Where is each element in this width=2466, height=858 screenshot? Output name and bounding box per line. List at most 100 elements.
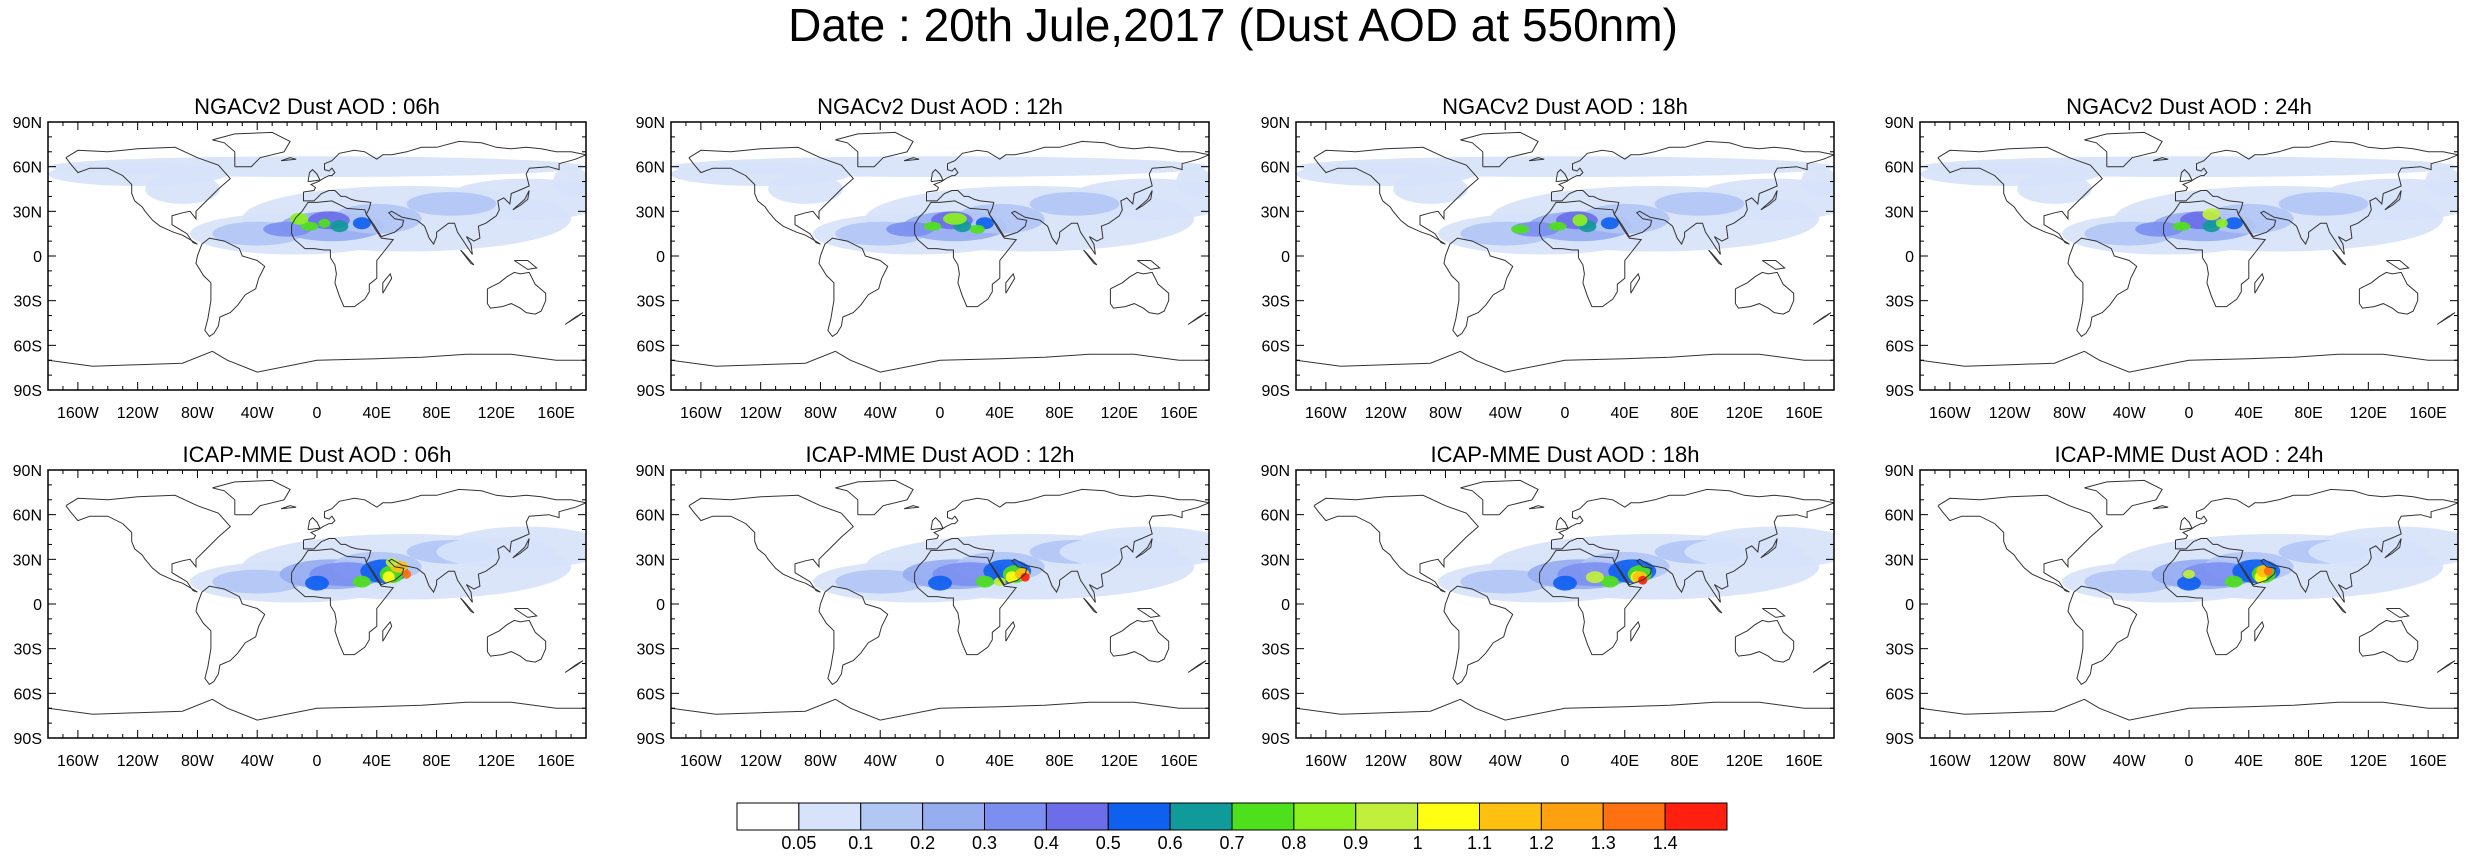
lat-tick-label: 0 <box>33 249 42 266</box>
coastline <box>2358 271 2419 315</box>
map-svg: NGACv2 Dust AOD : 12h 90N 60N 30N 0 30S 60S 90S… <box>636 94 1210 422</box>
colorbar-box <box>1602 802 1666 831</box>
minor-ticks <box>1295 469 1835 739</box>
aod-contour <box>2183 569 2195 579</box>
coastline <box>930 168 944 183</box>
lat-tick-label: 90S <box>637 383 665 400</box>
lon-tick-label: 120W <box>740 405 783 422</box>
coastlines <box>671 479 1209 721</box>
lat-tick-label: 60N <box>1261 508 1290 525</box>
coastline <box>2254 620 2265 642</box>
lon-tick-label: 40W <box>1489 753 1523 770</box>
aod-contour <box>886 221 935 237</box>
coastline <box>1005 620 1016 642</box>
lon-tick-label: 40W <box>1489 405 1523 422</box>
coastline <box>291 548 395 656</box>
aod-contour <box>1572 214 1588 227</box>
coastline <box>1443 585 1514 686</box>
aod-contour <box>300 221 319 231</box>
lon-tick-label: 120E <box>478 405 515 422</box>
colorbar-box <box>1540 802 1604 831</box>
lat-tick-label: 60S <box>1886 338 1914 355</box>
map-panel-3: NGACv2 Dust AOD : 18h 90N 60N 30N 0 30S 60S 90S… <box>1248 90 1868 440</box>
coastline <box>512 190 530 211</box>
coastline <box>280 157 297 162</box>
coastline <box>1920 350 2458 373</box>
aod-contour <box>1600 217 1619 230</box>
coastline <box>2332 249 2347 266</box>
coastline <box>926 140 1209 255</box>
coastlines <box>1296 479 1834 721</box>
lat-tick-label: 90N <box>1885 115 1914 132</box>
lat-tick-label: 90S <box>1886 731 1914 748</box>
coastline <box>65 146 232 245</box>
lat-tick-label: 30N <box>636 552 665 569</box>
map-panel-8: ICAP-MME Dust AOD : 24h 90N 60N 30N 0 30S 60S 9… <box>1872 438 2466 788</box>
minor-ticks <box>1919 121 2459 391</box>
lon-tick-label: 80E <box>2294 753 2322 770</box>
lon-tick-label: 160E <box>2409 405 2446 422</box>
lat-tick-label: 60S <box>14 686 42 703</box>
coastline <box>1630 272 1641 294</box>
lat-tick-label: 30N <box>13 552 42 569</box>
map-frame <box>1919 469 2459 739</box>
lat-tick-label: 30S <box>1886 642 1914 659</box>
aod-contour <box>2278 191 2369 216</box>
colorbar-box <box>922 802 985 831</box>
coastline <box>1630 620 1641 642</box>
lat-tick-label: 90S <box>1886 383 1914 400</box>
coastline <box>291 200 395 308</box>
coastline <box>280 505 297 510</box>
colorbar-label: 1.1 <box>1467 833 1492 853</box>
coastline <box>1734 619 1795 663</box>
minor-ticks <box>47 469 587 739</box>
lon-tick-label: 80W <box>1429 753 1463 770</box>
aod-contour <box>2224 217 2243 230</box>
lat-tick-label: 30N <box>13 204 42 221</box>
coastline <box>65 494 232 593</box>
aod-contour <box>1920 156 2458 178</box>
map-svg: NGACv2 Dust AOD : 06h 90N 60N 30N 0 30S 60S 90S… <box>13 94 587 422</box>
panel-title: NGACv2 Dust AOD : 24h <box>2066 94 2312 119</box>
aod-field <box>1920 156 2458 255</box>
lon-tick-label: 0 <box>936 405 945 422</box>
lon-tick-label: 80W <box>181 405 215 422</box>
aod-contour <box>318 218 331 228</box>
coastline <box>1135 190 1153 211</box>
lon-tick-label: 80W <box>2053 753 2087 770</box>
coastline <box>671 350 1209 373</box>
aod-contour <box>2177 575 2201 591</box>
lat-tick-label: 90N <box>1261 115 1290 132</box>
lat-tick-label: 60N <box>13 160 42 177</box>
lon-tick-label: 0 <box>2185 753 2194 770</box>
lon-tick-label: 80W <box>181 753 215 770</box>
aod-contour <box>2017 174 2092 204</box>
coastline <box>307 516 321 531</box>
lat-tick-label: 30S <box>14 294 42 311</box>
aod-contour <box>2308 537 2429 567</box>
coastline <box>564 660 584 673</box>
colorbar-label: 0.3 <box>972 833 997 853</box>
colorbar-label: 1.2 <box>1529 833 1554 853</box>
coastline <box>460 249 475 266</box>
colorbar-label: 0.7 <box>1219 833 1244 853</box>
colorbar-label: 1.3 <box>1591 833 1616 853</box>
aod-contour <box>2263 566 2273 576</box>
lat-tick-label: 0 <box>1281 249 1290 266</box>
coastline <box>460 597 475 614</box>
coastline <box>2175 488 2458 603</box>
colorbar-label: 0.6 <box>1158 833 1183 853</box>
coastline <box>1137 260 1161 270</box>
coastline <box>514 608 538 618</box>
lon-tick-label: 40E <box>1611 753 1639 770</box>
coastline <box>2067 585 2138 686</box>
lon-tick-label: 40W <box>2113 405 2147 422</box>
lat-tick-label: 30N <box>1885 204 1914 221</box>
lon-tick-label: 120W <box>1365 753 1408 770</box>
lat-tick-label: 60N <box>636 160 665 177</box>
lat-tick-label: 60S <box>1886 686 1914 703</box>
colorbar-box <box>1417 802 1480 831</box>
coastline <box>1460 131 1539 168</box>
aod-contour <box>768 174 843 204</box>
lon-tick-label: 80E <box>422 753 450 770</box>
